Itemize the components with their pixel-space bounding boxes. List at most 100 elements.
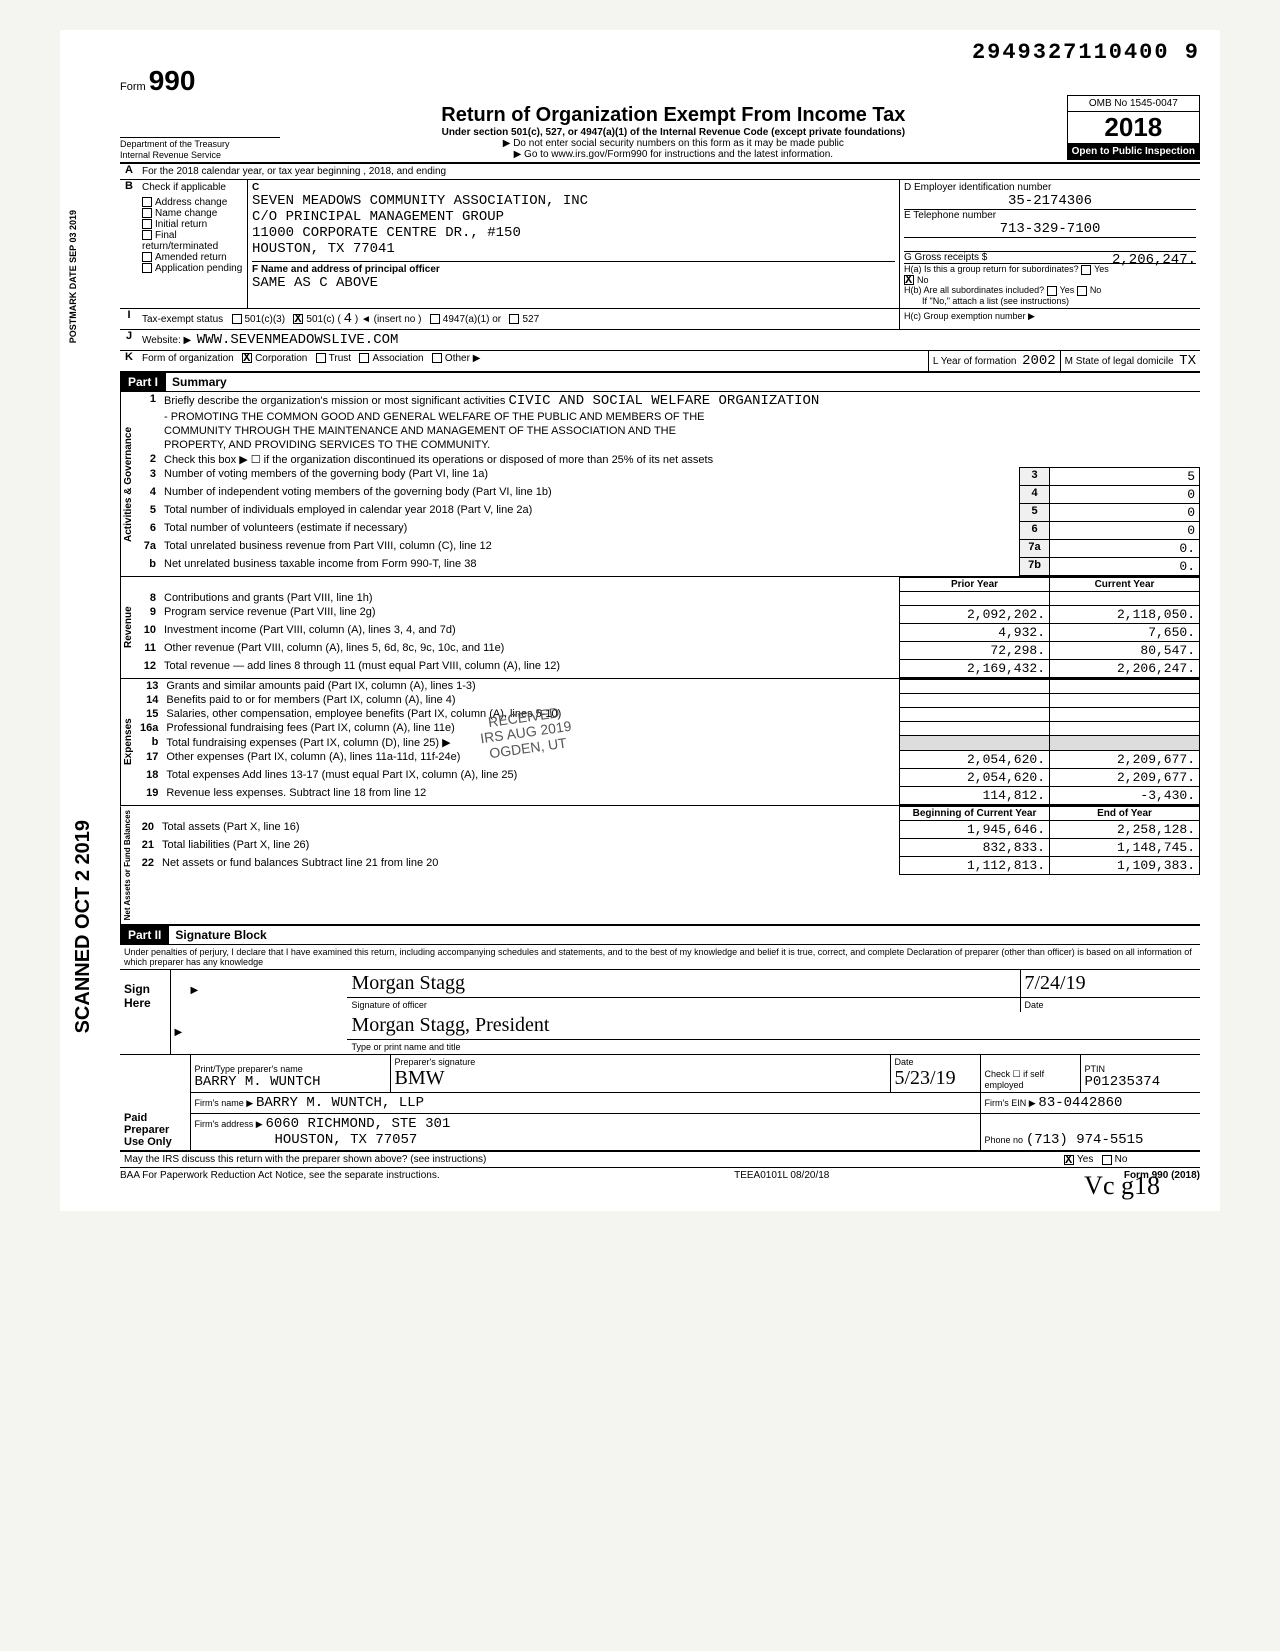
paid-preparer-label: Paid Preparer Use Only — [120, 1055, 190, 1151]
check-assoc[interactable] — [359, 353, 369, 363]
line-2: Check this box ▶ ☐ if the organization d… — [160, 452, 1200, 468]
val-17p: 2,054,620. — [900, 750, 1050, 768]
val-17c: 2,209,677. — [1050, 750, 1200, 768]
hb-yes[interactable] — [1047, 286, 1057, 296]
val-12c: 2,206,247. — [1050, 659, 1200, 677]
check-address-change[interactable]: Address change — [142, 197, 243, 208]
baa-notice: BAA For Paperwork Reduction Act Notice, … — [120, 1170, 440, 1181]
check-initial-return[interactable]: Initial return — [142, 219, 243, 230]
form-title: Return of Organization Exempt From Incom… — [290, 104, 1057, 127]
ha-label: H(a) Is this a group return for subordin… — [904, 264, 1079, 274]
f-value: Same As C Above — [252, 275, 378, 291]
form-number: 990 — [149, 65, 196, 96]
instruction-1: ▶ Do not enter social security numbers o… — [290, 138, 1057, 149]
irs-yes[interactable] — [1064, 1155, 1074, 1165]
val-21p: 832,833. — [900, 838, 1050, 856]
officer-signature: Morgan Stagg — [351, 972, 465, 994]
m-label: M State of legal domicile — [1065, 356, 1174, 367]
line-10: Investment income (Part VIII, column (A)… — [160, 623, 900, 641]
line-21: Total liabilities (Part X, line 26) — [158, 838, 900, 856]
tax-year: 2018 — [1067, 111, 1200, 143]
col-prior: Prior Year — [900, 577, 1050, 591]
irs-no[interactable] — [1102, 1155, 1112, 1165]
check-4947[interactable] — [430, 314, 440, 324]
firm-ein-label: Firm's EIN ▶ — [985, 1098, 1036, 1108]
ptin: P01235374 — [1085, 1074, 1197, 1090]
line-5: Total number of individuals employed in … — [160, 503, 1020, 521]
val-19c: -3,430. — [1050, 786, 1200, 804]
row-a-label: A — [120, 164, 138, 179]
part-2-title: Signature Block — [169, 928, 266, 942]
phone-no-label: Phone no — [985, 1135, 1024, 1145]
officer-name-label: Type or print name and title — [347, 1040, 1200, 1055]
website-label: Website: ▶ — [142, 335, 191, 346]
check-corp[interactable] — [242, 353, 252, 363]
line-9: Program service revenue (Part VIII, line… — [160, 605, 900, 623]
d-label: D Employer identification number — [904, 182, 1196, 193]
val-11c: 80,547. — [1050, 641, 1200, 659]
line-18: Total expenses Add lines 13-17 (must equ… — [162, 768, 899, 786]
val-20c: 2,258,128. — [1050, 820, 1200, 838]
line-19: Revenue less expenses. Subtract line 18 … — [162, 786, 899, 804]
prep-date: 5/23/19 — [895, 1067, 976, 1090]
scanned-stamp: SCANNED OCT 2 2019 — [72, 820, 95, 1033]
side-expenses: Expenses — [120, 679, 136, 805]
firm-phone: (713) 974-5515 — [1026, 1132, 1144, 1148]
sign-here-label: Sign Here — [120, 970, 170, 1012]
officer-sig-label: Signature of officer — [347, 998, 1020, 1013]
col-end: End of Year — [1050, 806, 1200, 820]
f-label: F Name and address of principal officer — [252, 264, 440, 275]
e-label: E Telephone number — [904, 209, 1196, 221]
side-revenue: Revenue — [120, 577, 136, 678]
check-trust[interactable] — [316, 353, 326, 363]
check-name-change[interactable]: Name change — [142, 208, 243, 219]
document-id: 2949327110400 9 — [972, 40, 1200, 65]
mission-4: PROPERTY, AND PROVIDING SERVICES TO THE … — [160, 438, 1200, 452]
ha-no[interactable] — [904, 275, 914, 285]
val-9c: 2,118,050. — [1050, 605, 1200, 623]
org-city: HOUSTON, TX 77041 — [252, 241, 895, 257]
check-final-return[interactable]: Final return/terminated — [142, 230, 243, 252]
org-co: C/O PRINCIPAL MANAGEMENT GROUP — [252, 209, 895, 225]
ha-yes[interactable] — [1081, 265, 1091, 275]
line-20: Total assets (Part X, line 16) — [158, 820, 900, 838]
ptin-label: PTIN — [1085, 1064, 1197, 1074]
val-6: 0 — [1050, 521, 1200, 539]
val-11p: 72,298. — [900, 641, 1050, 659]
firm-ein: 83-0442860 — [1038, 1095, 1122, 1111]
handwritten-note: Vc g18 — [1084, 1171, 1160, 1201]
check-other[interactable] — [432, 353, 442, 363]
website-url: www.sevenmeadowslive.com — [197, 332, 399, 348]
val-18p: 2,054,620. — [900, 768, 1050, 786]
val-7a: 0. — [1050, 539, 1200, 557]
check-501c[interactable] — [293, 314, 303, 324]
l-label: L Year of formation — [933, 356, 1017, 367]
val-3: 5 — [1050, 467, 1200, 485]
check-501c3[interactable] — [232, 314, 242, 324]
hb-note: If "No," attach a list (see instructions… — [904, 296, 1069, 306]
firm-name-label: Firm's name ▶ — [195, 1098, 254, 1108]
year-formation: 2002 — [1022, 353, 1056, 369]
check-self-employed[interactable]: Check ☐ if self employed — [980, 1055, 1080, 1093]
dept-irs: Internal Revenue Service — [120, 149, 280, 160]
hb-no[interactable] — [1077, 286, 1087, 296]
check-527[interactable] — [509, 314, 519, 324]
check-amended[interactable]: Amended return — [142, 252, 243, 263]
org-address: 11000 CORPORATE CENTRE DR., #150 — [252, 225, 895, 241]
date-label: Date — [1020, 998, 1200, 1013]
firm-name: Barry M. Wuntch, LLP — [256, 1095, 424, 1111]
row-j-label: J — [120, 330, 138, 350]
check-pending[interactable]: Application pending — [142, 263, 243, 274]
form-org-label: Form of organization — [142, 353, 234, 364]
perjury-text: Under penalties of perjury, I declare th… — [120, 945, 1200, 970]
firm-addr-label: Firm's address ▶ — [195, 1119, 263, 1129]
mission-3: COMMUNITY THROUGH THE MAINTENANCE AND MA… — [160, 424, 1200, 438]
form-subtitle: Under section 501(c), 527, or 4947(a)(1)… — [290, 127, 1057, 138]
line-3: Number of voting members of the governin… — [160, 467, 1020, 485]
hc-label: H(c) Group exemption number ▶ — [900, 309, 1200, 329]
val-22c: 1,109,383. — [1050, 856, 1200, 874]
prep-print-label: Print/Type preparer's name — [195, 1064, 386, 1074]
teea-code: TEEA0101L 08/20/18 — [734, 1170, 829, 1181]
line-4: Number of independent voting members of … — [160, 485, 1020, 503]
state-domicile: TX — [1179, 353, 1196, 369]
